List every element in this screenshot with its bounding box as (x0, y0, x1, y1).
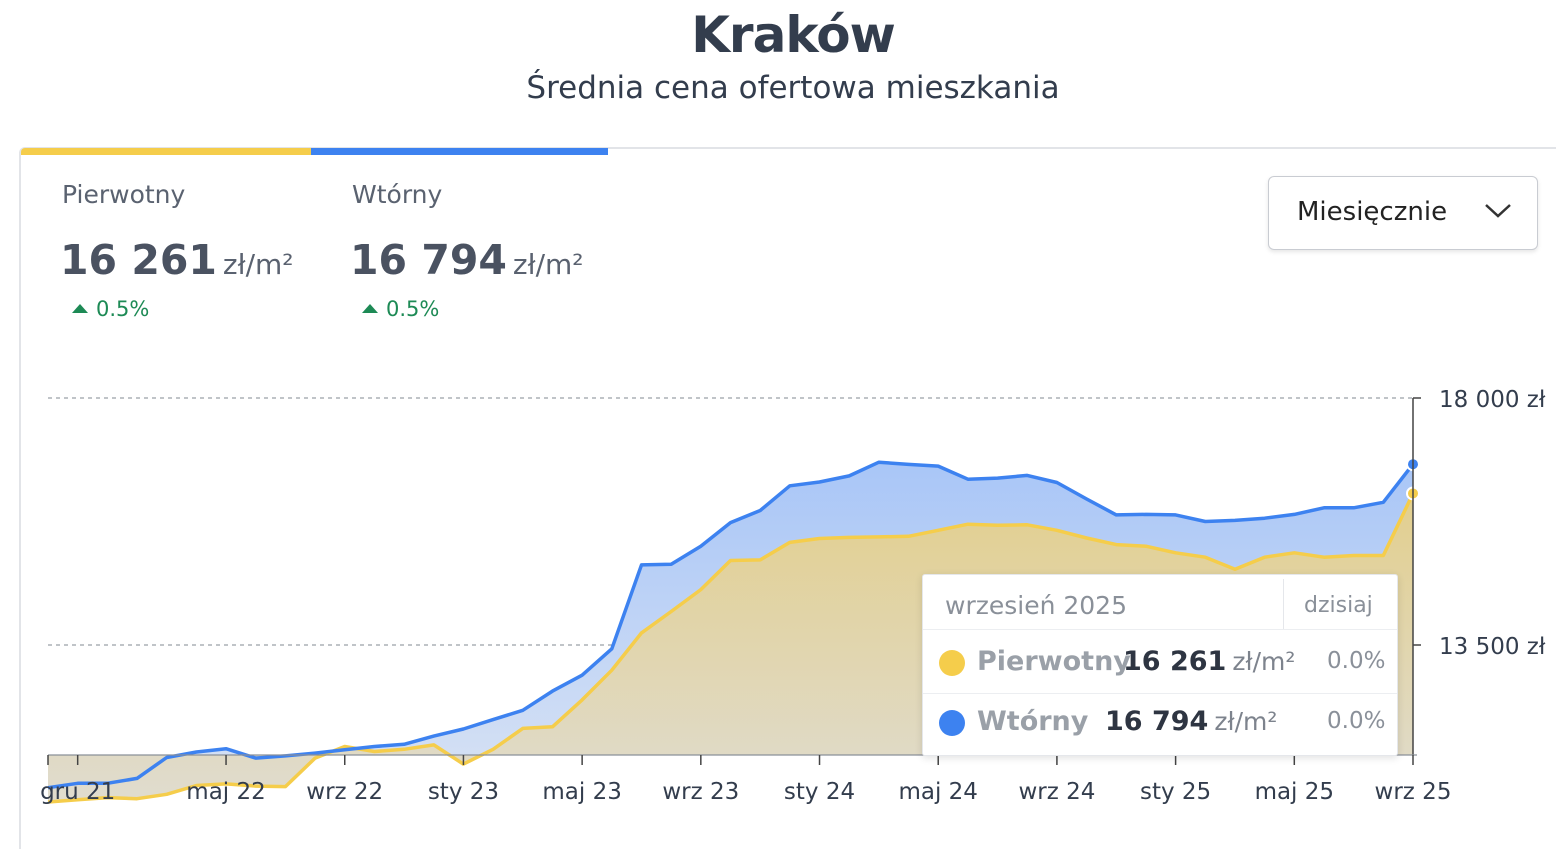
tooltip-today-label: dzisiaj (1304, 593, 1373, 618)
tooltip-divider (923, 693, 1397, 694)
period-select-value: Miesięcznie (1297, 197, 1448, 227)
chart-tooltip: wrzesień 2025 dzisiaj Pierwotny 16 261 zł… (922, 574, 1398, 756)
stat-unit: zł/m² (512, 248, 584, 281)
x-tick-label: wrz 23 (662, 779, 739, 805)
stat-change-wtorny: 0.5% (362, 297, 439, 321)
x-tick-label: maj 22 (186, 779, 265, 805)
series-line-wtorny (47, 460, 1415, 790)
tooltip-date: wrzesień 2025 (945, 591, 1127, 620)
tooltip-series-name: Pierwotny (977, 646, 1131, 677)
legend-dot (939, 650, 965, 676)
series-line-pierwotny (47, 492, 1415, 804)
stat-value-wtorny: 16 794 zł/m² (350, 236, 584, 284)
stat-change-pierwotny: 0.5% (72, 297, 149, 321)
tab-indicator-primary (21, 148, 311, 155)
x-tick-label: sty 25 (1140, 779, 1211, 805)
stat-value-pierwotny: 16 261 zł/m² (60, 236, 294, 284)
tooltip-series-value: 16 261 zł/m² (1123, 646, 1296, 677)
x-tick-label: maj 24 (898, 779, 977, 805)
tooltip-series-name: Wtórny (977, 706, 1089, 737)
stat-label-pierwotny: Pierwotny (62, 180, 186, 209)
tooltip-series-change: 0.0% (1327, 648, 1386, 674)
x-tick-label: maj 25 (1255, 779, 1334, 805)
x-tick-label: wrz 25 (1375, 779, 1452, 805)
stat-unit: zł/m² (222, 248, 294, 281)
x-tick-label: maj 23 (542, 779, 621, 805)
x-tick-label: gru 21 (40, 779, 115, 805)
page-subtitle: Średnia cena ofertowa mieszkania (526, 70, 1060, 106)
tooltip-series-value: 16 794 zł/m² (1105, 706, 1278, 737)
legend-dot (939, 710, 965, 736)
x-tick-label: wrz 22 (306, 779, 383, 805)
tooltip-series-change: 0.0% (1327, 708, 1386, 734)
arrow-up-icon (362, 304, 378, 313)
tab-indicator-secondary (311, 148, 608, 155)
tooltip-row-wtorny: Wtórny 16 794 zł/m² 0.0% (923, 694, 1397, 752)
stat-label-wtorny: Wtórny (352, 180, 443, 209)
x-tick-label: wrz 24 (1018, 779, 1095, 805)
arrow-up-icon (72, 304, 88, 313)
y-tick-label: 18 000 zł (1439, 387, 1546, 413)
y-tick-label: 13 500 zł (1439, 634, 1546, 660)
tooltip-divider (923, 629, 1397, 630)
tooltip-today-tab: dzisiaj (1283, 579, 1396, 630)
chevron-down-icon (1483, 199, 1513, 225)
x-tick-label: sty 24 (784, 779, 855, 805)
axes: 18 000 zł 13 500 zł gru 21 maj 22 wrz 22 sty … (40, 387, 1546, 805)
period-select[interactable]: Miesięcznie (1268, 176, 1538, 250)
tooltip-row-pierwotny: Pierwotny 16 261 zł/m² 0.0% (923, 634, 1397, 692)
page-title: Kraków (691, 6, 896, 64)
x-tick-label: sty 23 (428, 779, 499, 805)
